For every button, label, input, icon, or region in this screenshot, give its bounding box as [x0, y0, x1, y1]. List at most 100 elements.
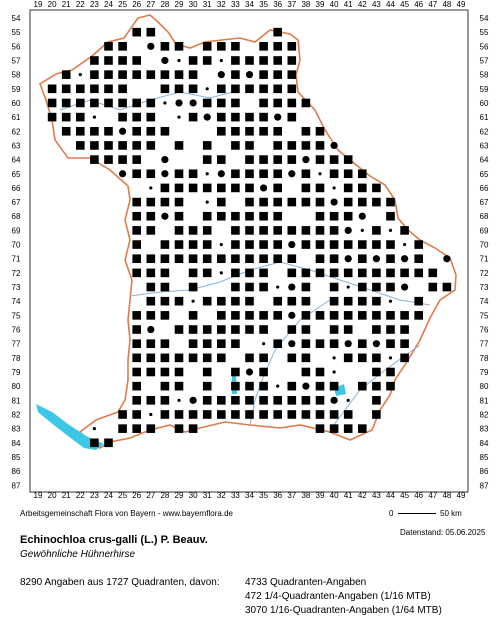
y-tick-label: 60 — [12, 99, 21, 108]
occurrence-square — [104, 56, 113, 65]
x-tick-label: 42 — [358, 0, 367, 9]
occurrence-square — [259, 126, 268, 136]
y-tick-label: 83 — [12, 425, 21, 434]
occurrence-square — [217, 410, 226, 419]
occurrence-square — [315, 311, 325, 320]
occurrence-square — [146, 141, 156, 150]
credit-text: Arbeitsgemeinschaft Flora von Bayern - w… — [20, 509, 233, 518]
occurrence-square — [217, 311, 226, 320]
occurrence-square — [245, 353, 254, 363]
y-tick-label: 54 — [12, 14, 21, 23]
occurrence-square — [315, 126, 325, 136]
occurrence-square — [273, 84, 282, 94]
occurrence-dot — [332, 370, 336, 374]
y-tick-label: 84 — [12, 439, 21, 448]
occurrence-square — [301, 296, 311, 306]
occurrence-square — [202, 141, 212, 150]
occurrence-square — [76, 84, 85, 94]
occurrence-square — [245, 112, 254, 122]
occurrence-square — [146, 268, 156, 278]
occurrence-dot — [360, 228, 364, 232]
occurrence-square — [132, 56, 141, 65]
occurrence-square — [301, 268, 311, 278]
occurrence-square — [146, 112, 156, 122]
occurrence-square — [174, 84, 184, 94]
occurrence-square — [386, 197, 395, 207]
occurrence-square — [343, 155, 353, 164]
occurrence-square — [301, 311, 311, 320]
occurrence-square — [174, 226, 184, 235]
occurrence-square — [160, 84, 170, 94]
occurrence-square — [273, 155, 282, 164]
occurrence-circle — [161, 56, 169, 65]
occurrence-circle — [330, 141, 338, 150]
occurrence-square — [259, 70, 268, 79]
occurrence-square — [372, 353, 381, 363]
occurrence-square — [146, 424, 156, 433]
occurrence-square — [386, 325, 395, 334]
x-tick-label: 47 — [428, 0, 437, 9]
occurrence-square — [146, 27, 156, 37]
occurrence-square — [174, 410, 184, 419]
y-tick-label: 69 — [480, 226, 489, 235]
occurrence-square — [174, 254, 184, 264]
occurrence-square — [174, 367, 184, 377]
occurrence-square — [259, 311, 268, 320]
occurrence-dot — [92, 427, 96, 431]
occurrence-square — [118, 410, 127, 419]
occurrence-square — [231, 211, 240, 221]
x-tick-label: 25 — [118, 0, 127, 9]
occurrence-square — [301, 367, 311, 377]
x-tick-label: 41 — [344, 0, 353, 9]
x-tick-label: 36 — [273, 491, 282, 500]
occurrence-square — [245, 169, 254, 179]
occurrence-square — [245, 141, 254, 150]
x-tick-label: 39 — [316, 491, 325, 500]
occurrence-square — [287, 325, 297, 334]
occurrence-square — [132, 155, 141, 164]
occurrence-square — [231, 126, 240, 136]
occurrence-square — [118, 424, 127, 433]
occurrence-circle — [344, 255, 352, 263]
occurrence-square — [301, 141, 311, 150]
occurrence-square — [329, 410, 339, 419]
occurrence-square — [202, 339, 212, 348]
occurrence-dot — [92, 115, 96, 119]
occurrence-square — [301, 126, 311, 136]
occurrence-square — [414, 311, 423, 320]
occurrence-square — [217, 42, 226, 51]
occurrence-square — [400, 268, 409, 278]
occurrence-square — [315, 424, 325, 433]
occurrence-circle — [288, 311, 296, 319]
y-tick-label: 82 — [480, 410, 489, 419]
occurrence-square — [428, 282, 438, 292]
occurrence-square — [160, 254, 170, 264]
occurrence-square — [301, 183, 311, 193]
occurrence-square — [118, 70, 127, 79]
occurrence-circle — [443, 255, 451, 263]
occurrence-square — [245, 155, 254, 164]
x-tick-label: 26 — [132, 0, 141, 9]
occurrence-square — [358, 254, 367, 264]
y-tick-label: 60 — [480, 99, 489, 108]
occurrence-square — [259, 353, 268, 363]
occurrence-square — [132, 353, 141, 363]
x-tick-label: 20 — [48, 491, 57, 500]
occurrence-square — [273, 226, 282, 235]
occurrence-square — [146, 311, 156, 320]
occurrence-circle — [217, 170, 225, 178]
occurrence-dot — [149, 412, 153, 417]
occurrence-square — [259, 211, 268, 221]
occurrence-square — [174, 240, 184, 249]
occurrence-square — [329, 381, 339, 391]
occurrence-square — [287, 42, 297, 51]
occurrence-square — [146, 353, 156, 363]
occurrence-circle — [245, 71, 254, 79]
occurrence-square — [315, 367, 325, 377]
y-tick-label: 61 — [12, 113, 21, 122]
x-tick-label: 43 — [372, 0, 381, 9]
occurrence-square — [273, 410, 282, 419]
y-tick-label: 62 — [12, 127, 21, 136]
occurrence-square — [273, 240, 282, 249]
occurrence-square — [188, 339, 198, 348]
